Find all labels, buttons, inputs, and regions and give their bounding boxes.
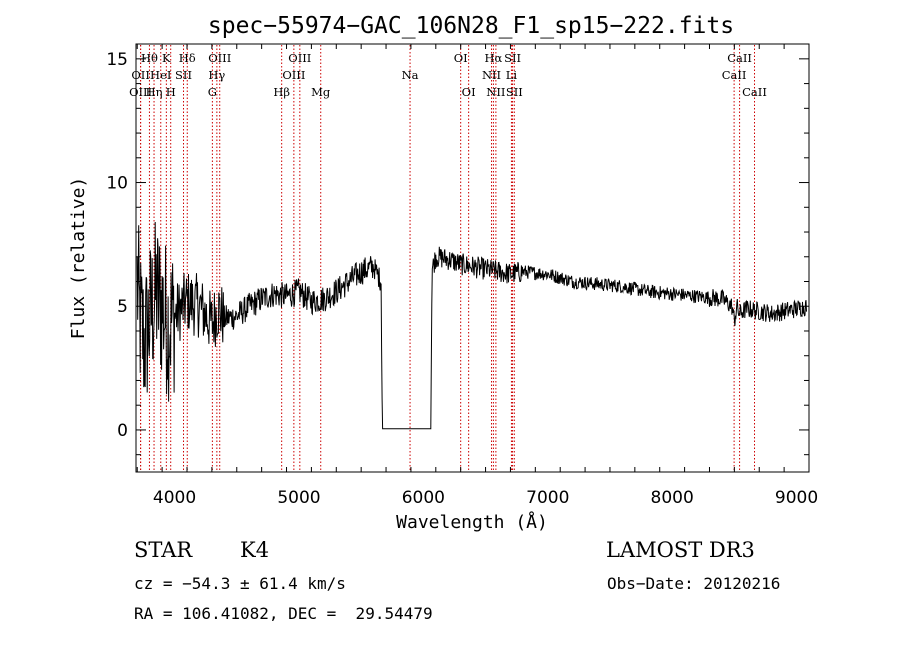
spectrum-line	[136, 221, 807, 430]
spectral-line-label: Hδ	[179, 51, 196, 65]
spectral-line-label: SII	[175, 68, 192, 82]
coordinates: RA = 106.41082, DEC = 29.54479	[134, 604, 433, 623]
spectral-line-label: OI	[454, 51, 468, 65]
object-class: STAR	[134, 538, 193, 562]
spectral-line-label: G	[208, 85, 217, 99]
spectral-line-label: OIII	[288, 51, 311, 65]
spectral-line-label: K	[162, 51, 171, 65]
spectral-line-label: OIII	[129, 85, 152, 99]
y-tick-label: 0	[117, 421, 128, 441]
plot-frame	[135, 43, 810, 473]
y-axis-label: Flux (relative)	[68, 177, 89, 340]
spectral-line-label: Hβ	[273, 85, 290, 99]
spectral-line-label: CaII	[722, 68, 747, 82]
spectral-line-label: H	[166, 85, 176, 99]
y-axis-ticks: 0 5 10 15	[106, 50, 809, 456]
x-tick-label: 9000	[775, 488, 818, 508]
spectral-line-label: Mg	[311, 85, 331, 99]
spectral-line-label: NII	[482, 68, 501, 82]
x-axis-label: Wavelength (Å)	[396, 511, 548, 533]
x-tick-label: 8000	[651, 488, 694, 508]
y-tick-label: 15	[106, 50, 128, 70]
spectral-line-label: CaII	[727, 51, 752, 65]
survey-name: LAMOST DR3	[606, 538, 755, 562]
spectral-line-label: Hθ	[141, 51, 158, 65]
spectral-line-label: Li	[506, 68, 518, 82]
spectral-line-label: NII	[486, 85, 505, 99]
spectral-line-label: SII	[506, 85, 523, 99]
spectral-line-label: Hγ	[208, 68, 225, 82]
chart-title: spec−55974−GAC_106N28_F1_sp15−222.fits	[208, 13, 734, 39]
spectral-line-label: SII	[504, 51, 521, 65]
spectral-line-label: HeI	[150, 68, 171, 82]
redshift-velocity: cz = −54.3 ± 61.4 km/s	[134, 574, 346, 593]
x-tick-label: 6000	[402, 488, 445, 508]
spectral-line-label: CaII	[742, 85, 767, 99]
x-tick-label: 5000	[277, 488, 320, 508]
spectral-line-label: OI	[462, 85, 476, 99]
observation-date: Obs−Date: 20120216	[607, 574, 781, 593]
spectral-line-label: OII	[131, 68, 150, 82]
spectral-line-label: Hα	[485, 51, 503, 65]
y-tick-label: 10	[106, 174, 128, 194]
spectral-line-label: Na	[402, 68, 419, 82]
object-subclass: K4	[240, 538, 270, 562]
spectral-line-label: OIII	[282, 68, 305, 82]
spectral-line-markers	[140, 45, 756, 471]
x-tick-label: 7000	[526, 488, 569, 508]
spectral-line-label: Hη	[146, 85, 163, 99]
y-tick-label: 5	[117, 297, 128, 317]
spectral-line-label: OIII	[208, 51, 231, 65]
x-axis-ticks: 4000 5000 6000 7000 8000 9000	[136, 44, 818, 508]
x-tick-label: 4000	[153, 488, 196, 508]
